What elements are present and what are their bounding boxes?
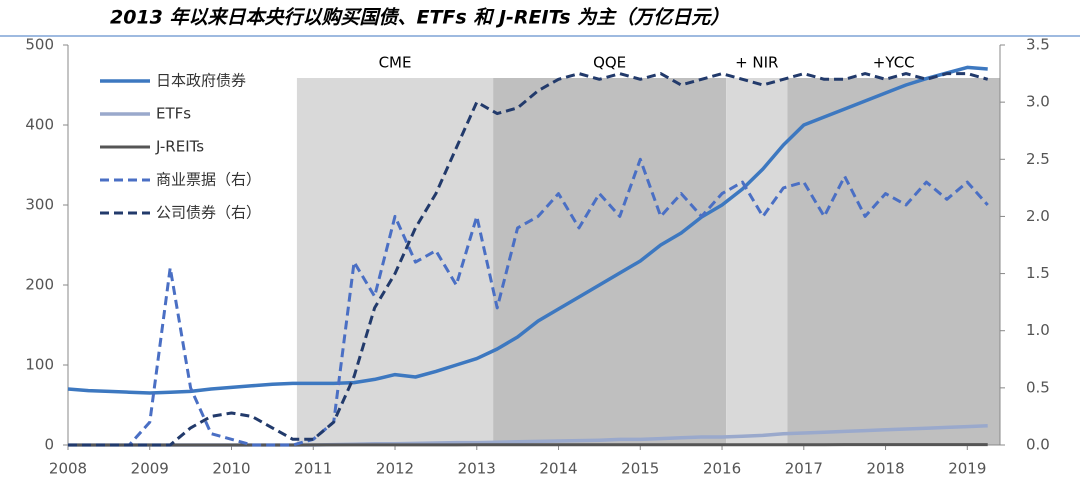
- x-tick-label: 2019: [948, 460, 986, 478]
- y-tick-label: 500: [25, 36, 54, 54]
- region-label: CME: [379, 54, 412, 72]
- y2-tick-label: 2.5: [1026, 150, 1050, 168]
- x-tick-label: 2015: [621, 460, 659, 478]
- x-tick-label: 2017: [785, 460, 823, 478]
- x-tick-label: 2018: [866, 460, 904, 478]
- legend-label: 公司债券（右）: [156, 204, 261, 222]
- y-tick-label: 0: [44, 436, 54, 454]
- y2-tick-label: 3.5: [1026, 36, 1050, 54]
- y2-tick-label: 1.5: [1026, 264, 1050, 282]
- x-tick-label: 2010: [212, 460, 250, 478]
- chart-title: 2013 年以来日本央行以购买国债、ETFs 和 J-REITs 为主（万亿日元…: [110, 7, 729, 29]
- y2-tick-label: 3.0: [1026, 93, 1050, 111]
- y2-tick-label: 0.5: [1026, 378, 1050, 396]
- legend-label: J-REITs: [155, 138, 204, 156]
- y2-tick-label: 2.0: [1026, 207, 1050, 225]
- shaded-region: [493, 78, 726, 445]
- x-tick-label: 2016: [703, 460, 741, 478]
- region-label: QQE: [593, 54, 626, 72]
- legend-label: ETFs: [156, 105, 191, 123]
- x-tick-label: 2009: [131, 460, 169, 478]
- y2-tick-label: 1.0: [1026, 321, 1050, 339]
- x-tick-label: 2012: [376, 460, 414, 478]
- x-tick-label: 2008: [49, 460, 87, 478]
- legend-label: 日本政府债券: [156, 72, 246, 90]
- y-tick-label: 100: [25, 356, 54, 374]
- y2-tick-label: 0.0: [1026, 436, 1050, 454]
- shaded-region: [787, 78, 1000, 445]
- x-tick-label: 2013: [458, 460, 496, 478]
- region-label: + NIR: [735, 54, 778, 72]
- y-tick-label: 400: [25, 116, 54, 134]
- y-tick-label: 300: [25, 196, 54, 214]
- x-tick-label: 2011: [294, 460, 332, 478]
- shaded-region: [726, 78, 787, 445]
- legend-label: 商业票据（右）: [156, 171, 261, 189]
- y-tick-label: 200: [25, 276, 54, 294]
- region-label: +YCC: [873, 54, 915, 72]
- x-tick-label: 2014: [539, 460, 577, 478]
